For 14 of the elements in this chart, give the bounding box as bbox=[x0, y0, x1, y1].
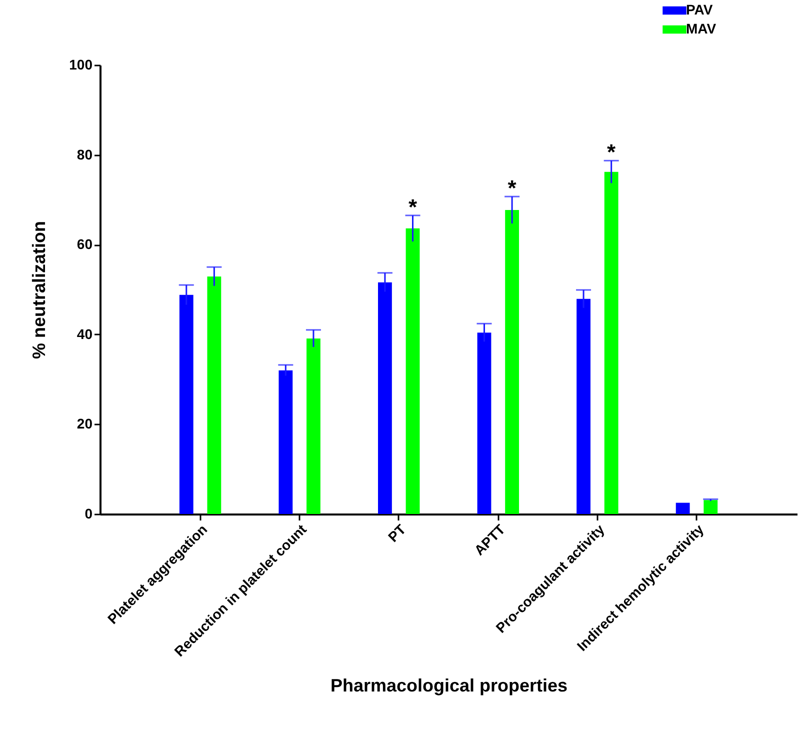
y-tick-label: 0 bbox=[84, 506, 93, 522]
legend-label: MAV bbox=[686, 20, 717, 36]
y-tick-label: 20 bbox=[76, 416, 93, 432]
y-tick-label: 40 bbox=[76, 326, 93, 342]
x-axis-title: Pharmacological properties bbox=[330, 675, 568, 696]
y-tick-label: 80 bbox=[76, 146, 93, 162]
x-tick-label: PT bbox=[384, 520, 410, 546]
y-tick-label: 100 bbox=[69, 56, 93, 72]
data-label: * bbox=[508, 176, 517, 201]
data-label: * bbox=[408, 194, 418, 220]
legend-label: PAV bbox=[686, 2, 714, 18]
y-tick-label: 60 bbox=[76, 236, 93, 252]
y-axis-title: % neutralization bbox=[29, 220, 50, 360]
data-label: * bbox=[607, 140, 616, 165]
